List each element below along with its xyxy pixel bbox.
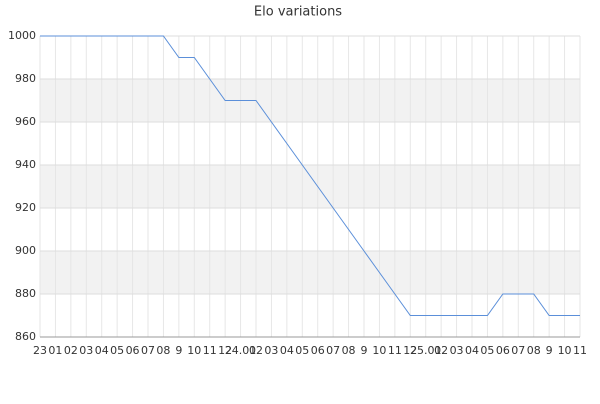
x-tick-label: 11 bbox=[203, 344, 217, 357]
x-tick-label: 25.01 bbox=[410, 344, 442, 357]
x-tick-label: 03 bbox=[264, 344, 278, 357]
x-tick-label: 10 bbox=[187, 344, 201, 357]
plot-band bbox=[40, 79, 580, 122]
y-tick-label: 920 bbox=[15, 201, 36, 214]
plot-band bbox=[40, 251, 580, 294]
x-tick-label: 05 bbox=[480, 344, 494, 357]
x-tick-label: 03 bbox=[450, 344, 464, 357]
x-tick-label: 08 bbox=[342, 344, 356, 357]
y-tick-label: 960 bbox=[15, 115, 36, 128]
x-tick-label: 10 bbox=[372, 344, 386, 357]
x-tick-label: 04 bbox=[465, 344, 479, 357]
plot-band bbox=[40, 165, 580, 208]
y-tick-label: 860 bbox=[15, 330, 36, 343]
x-tick-label: 23 bbox=[33, 344, 47, 357]
x-tick-label: 12 bbox=[218, 344, 232, 357]
x-tick-label: 05 bbox=[295, 344, 309, 357]
x-tick-label: 07 bbox=[326, 344, 340, 357]
x-tick-label: 06 bbox=[126, 344, 140, 357]
x-tick-label: 04 bbox=[280, 344, 294, 357]
x-tick-label: 02 bbox=[64, 344, 78, 357]
x-tick-label: 07 bbox=[141, 344, 155, 357]
x-tick-label: 08 bbox=[527, 344, 541, 357]
y-tick-label: 980 bbox=[15, 72, 36, 85]
x-tick-label: 05 bbox=[110, 344, 124, 357]
x-tick-label: 02 bbox=[249, 344, 263, 357]
x-tick-label: 01 bbox=[48, 344, 62, 357]
y-tick-label: 900 bbox=[15, 244, 36, 257]
x-tick-label: 06 bbox=[311, 344, 325, 357]
x-tick-label: 11 bbox=[388, 344, 402, 357]
x-tick-label: 10 bbox=[558, 344, 572, 357]
chart-title: Elo variations bbox=[254, 5, 342, 20]
x-tick-label: 24.01 bbox=[225, 344, 257, 357]
x-tick-label: 08 bbox=[156, 344, 170, 357]
x-tick-label: 9 bbox=[546, 344, 553, 357]
y-tick-label: 940 bbox=[15, 158, 36, 171]
x-tick-label: 11 bbox=[573, 344, 587, 357]
x-tick-label: 9 bbox=[361, 344, 368, 357]
x-tick-label: 06 bbox=[496, 344, 510, 357]
x-tick-label: 9 bbox=[175, 344, 182, 357]
y-tick-label: 1000 bbox=[8, 29, 36, 42]
x-tick-label: 12 bbox=[403, 344, 417, 357]
y-tick-label: 880 bbox=[15, 287, 36, 300]
x-tick-label: 07 bbox=[511, 344, 525, 357]
x-tick-label: 02 bbox=[434, 344, 448, 357]
x-tick-label: 04 bbox=[95, 344, 109, 357]
line bbox=[40, 35, 580, 316]
x-tick-label: 03 bbox=[79, 344, 93, 357]
